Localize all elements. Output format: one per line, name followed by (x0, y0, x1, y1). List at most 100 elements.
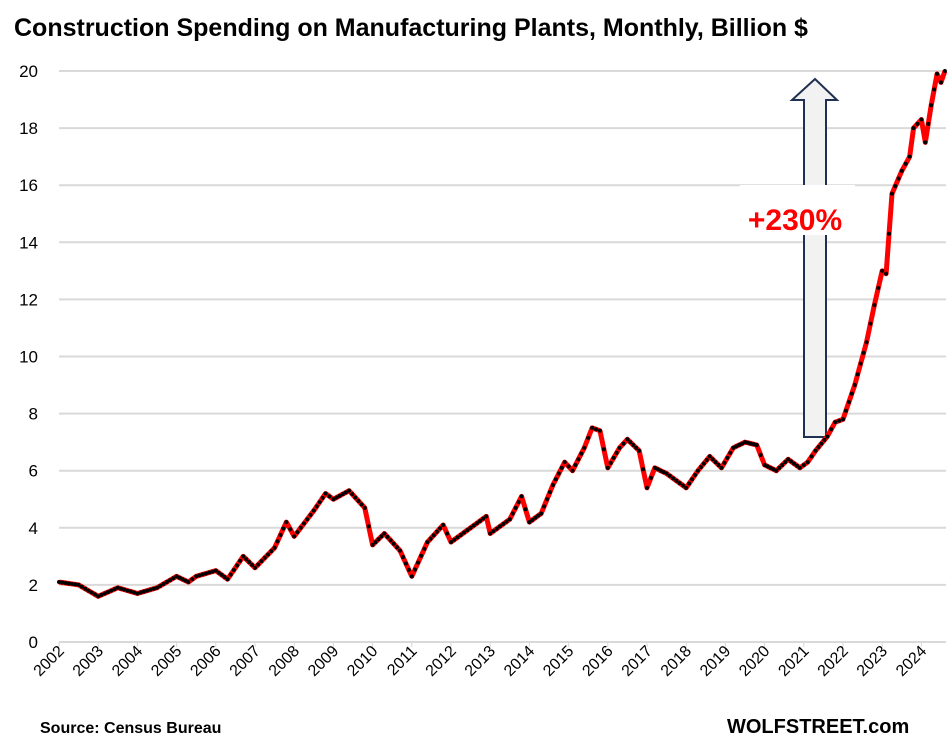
y-tick-label: 14 (19, 233, 38, 252)
data-point (66, 581, 71, 586)
data-point (542, 504, 547, 509)
data-point (409, 574, 414, 579)
data-point (671, 476, 676, 481)
data-point (797, 465, 802, 470)
data-point (641, 467, 646, 472)
data-point (204, 571, 208, 576)
data-point (536, 513, 541, 518)
data-point (244, 557, 249, 562)
data-point (783, 460, 788, 465)
x-tick-label: 2004 (109, 643, 146, 680)
data-point (674, 478, 679, 483)
brand-label: WOLFSTREET.com (727, 716, 910, 738)
x-tick-label: 2020 (736, 643, 773, 680)
data-point (533, 515, 538, 520)
data-point (625, 437, 630, 442)
data-point (586, 435, 591, 440)
y-tick-label: 12 (19, 290, 38, 309)
data-point (939, 80, 943, 85)
data-point (238, 558, 243, 563)
data-point (366, 524, 371, 529)
data-point (86, 588, 91, 593)
data-point (684, 485, 689, 490)
data-point (186, 580, 191, 585)
data-point (334, 495, 339, 500)
data-point (614, 450, 619, 455)
data-point (295, 530, 300, 535)
data-point (805, 460, 810, 465)
data-point (648, 475, 653, 480)
data-point (259, 559, 264, 564)
x-tick-label: 2012 (423, 643, 460, 680)
data-point (545, 497, 550, 502)
data-point (896, 176, 901, 181)
data-point (903, 161, 908, 166)
y-tick-label: 2 (29, 576, 38, 595)
data-point (382, 531, 387, 536)
data-point (281, 526, 286, 531)
x-tick-label: 2015 (540, 643, 577, 680)
y-tick-label: 4 (29, 519, 38, 538)
data-point (323, 491, 328, 496)
data-point (225, 577, 230, 582)
data-point (57, 580, 61, 585)
data-point (269, 549, 274, 554)
data-point (559, 465, 564, 470)
data-point (899, 168, 904, 173)
data-point (510, 511, 515, 516)
data-point (388, 538, 393, 543)
data-point (164, 580, 169, 585)
data-point (155, 585, 159, 590)
annotation-label: +230% (748, 204, 842, 237)
data-point (256, 562, 261, 567)
x-tick-label: 2009 (305, 643, 342, 680)
data-point (725, 455, 730, 460)
x-tick-label: 2018 (658, 643, 695, 680)
data-point (343, 490, 348, 495)
data-point (197, 573, 202, 578)
data-point (327, 494, 332, 499)
data-point (253, 565, 257, 570)
data-point (89, 590, 94, 595)
data-point (431, 533, 436, 538)
data-point (547, 490, 552, 495)
data-point (884, 271, 889, 276)
data-point (608, 460, 613, 465)
x-tick-label: 2011 (384, 643, 420, 679)
data-point (590, 425, 595, 430)
data-point (92, 592, 97, 597)
y-tick-label: 20 (19, 62, 38, 81)
data-point (231, 568, 236, 573)
data-point (115, 585, 120, 590)
data-point (416, 560, 421, 565)
data-point (468, 525, 473, 530)
data-point (481, 516, 486, 521)
data-point (109, 588, 114, 593)
data-point (465, 528, 470, 533)
source-note: Source: Census Bureau (40, 720, 222, 737)
data-point (425, 540, 430, 545)
data-point (471, 523, 476, 528)
data-point (353, 495, 358, 500)
data-point (234, 563, 239, 568)
data-point (822, 438, 827, 443)
data-point (161, 581, 166, 586)
data-point (213, 568, 218, 573)
data-point (858, 361, 863, 366)
data-point (398, 548, 403, 553)
data-point (813, 448, 818, 453)
data-point (112, 587, 117, 592)
data-point (780, 462, 785, 467)
data-point (507, 517, 512, 522)
x-tick-label: 2019 (697, 643, 734, 680)
data-point (942, 69, 947, 73)
data-point (597, 428, 602, 433)
data-point (504, 519, 509, 524)
data-point (488, 531, 493, 536)
data-point (833, 420, 838, 425)
data-point (698, 465, 703, 470)
data-point (292, 534, 297, 539)
data-point (141, 589, 146, 594)
x-tick-label: 2024 (893, 643, 930, 680)
